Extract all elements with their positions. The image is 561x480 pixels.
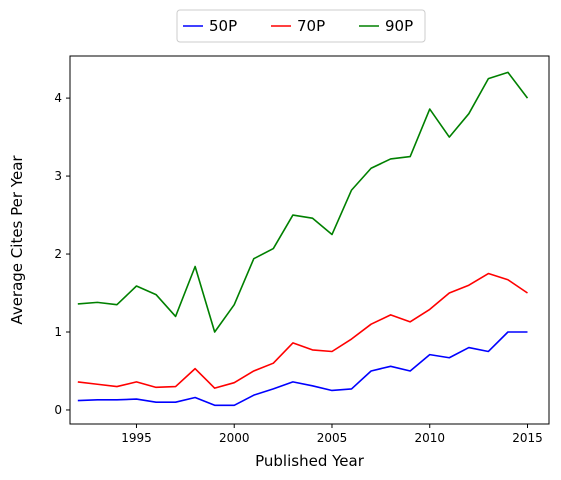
y-axis-ticks: 0 1 2 3 4	[54, 91, 70, 417]
legend-label: 90P	[385, 17, 413, 35]
y-tick-label: 1	[54, 325, 62, 339]
legend-label: 50P	[209, 17, 237, 35]
x-tick-label: 1995	[121, 431, 152, 445]
x-axis-ticks: 1995 2000 2005 2010 2015	[121, 424, 543, 445]
series-line-50p	[77, 331, 528, 407]
legend-item-50p: 50P	[183, 17, 237, 35]
plot-area	[69, 55, 550, 425]
legend-item-70p: 70P	[271, 17, 325, 35]
x-tick-label: 2000	[219, 431, 250, 445]
y-tick-label: 4	[54, 91, 62, 105]
x-tick-label: 2005	[317, 431, 348, 445]
series-layer	[77, 71, 529, 407]
legend-frame	[176, 9, 426, 43]
legend: 50P 70P 90P	[176, 9, 426, 43]
y-axis-label: Average Cites Per Year	[8, 155, 26, 325]
y-tick-label: 2	[54, 247, 62, 261]
series-line-70p	[77, 272, 528, 389]
x-tick-label: 2010	[414, 431, 445, 445]
y-tick-label: 0	[54, 403, 62, 417]
legend-items: 50P 70P 90P	[183, 17, 413, 35]
y-tick-label: 3	[54, 169, 62, 183]
x-axis-label: Published Year	[255, 452, 365, 470]
series-line-90p	[77, 71, 529, 333]
legend-label: 70P	[297, 17, 325, 35]
legend-item-90p: 90P	[359, 17, 413, 35]
x-tick-label: 2015	[512, 431, 543, 445]
